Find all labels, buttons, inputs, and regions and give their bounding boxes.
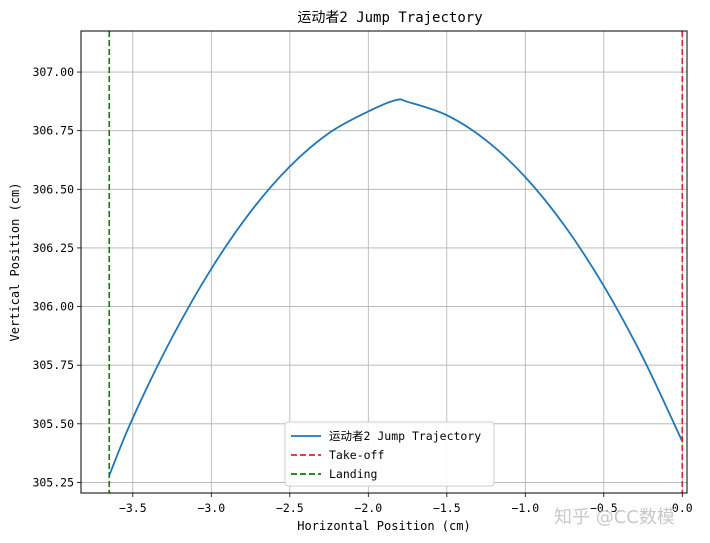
y-axis: 305.25 305.50 305.75 306.00 306.25 306.50 306.…	[32, 65, 81, 489]
legend-box	[284, 421, 495, 487]
watermark: 知乎 @CC数模	[554, 507, 675, 528]
series-layer	[108, 31, 684, 493]
x-tick-label: −0.5	[590, 501, 618, 515]
x-tick-label: 0.0	[672, 501, 693, 515]
x-tick-label: −2.5	[276, 501, 304, 515]
x-tick-label: −3.5	[119, 501, 147, 515]
x-tick-label: −1.5	[433, 501, 461, 515]
y-axis-label: Vertical Position (cm)	[8, 183, 22, 342]
y-tick-label: 306.75	[32, 124, 74, 138]
y-tick-label: 306.25	[32, 241, 74, 255]
plot-border	[80, 30, 688, 494]
y-tick-label: 307.00	[32, 65, 74, 79]
y-tick-label: 306.50	[32, 182, 74, 196]
y-tick-label: 305.25	[32, 475, 74, 489]
legend: 运动者2 Jump Trajectory Take-off Landing	[284, 421, 495, 487]
legend-label-trajectory: 运动者2 Jump Trajectory	[329, 429, 481, 443]
legend-label-landing: Landing	[329, 467, 377, 481]
x-axis-label: Horizontal Position (cm)	[297, 519, 470, 533]
y-tick-label: 305.75	[32, 358, 74, 372]
x-axis: −3.5 −3.0 −2.5 −2.0 −1.5 −1.0 −0.5 0.0	[119, 493, 693, 515]
y-tick-label: 305.50	[32, 417, 74, 431]
chart-title: 运动者2 Jump Trajectory	[297, 10, 482, 26]
x-tick-label: −2.0	[354, 501, 382, 515]
x-tick-label: −1.0	[511, 501, 539, 515]
plot-area	[81, 31, 687, 493]
x-tick-label: −3.0	[197, 501, 225, 515]
legend-label-take-off: Take-off	[329, 448, 384, 462]
trajectory-line	[108, 98, 684, 476]
y-tick-label: 306.00	[32, 300, 74, 314]
